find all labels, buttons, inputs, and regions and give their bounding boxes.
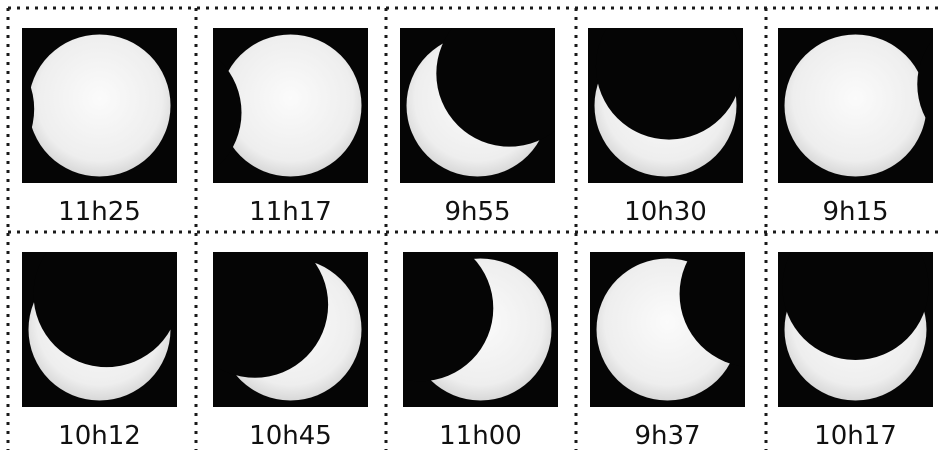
eclipse-photo (588, 28, 743, 183)
time-label: 11h17 (249, 197, 332, 227)
moon (213, 252, 329, 378)
moon (33, 252, 177, 368)
eclipse-photo (778, 28, 933, 183)
moon (213, 54, 242, 171)
time-label: 11h25 (58, 197, 141, 227)
moon (22, 68, 35, 150)
eclipse-photo (778, 252, 933, 407)
moon (436, 28, 555, 147)
time-label: 10h45 (249, 421, 332, 450)
time-label: 9h55 (444, 197, 510, 227)
moon (782, 252, 929, 361)
moon (595, 28, 743, 140)
eclipse-photo (22, 28, 177, 183)
eclipse-photo (213, 28, 368, 183)
grid-lines (6, 6, 943, 450)
moon (917, 38, 933, 130)
time-label: 9h15 (822, 197, 888, 227)
moon (403, 252, 494, 382)
time-label: 10h12 (58, 421, 141, 450)
time-label: 10h17 (814, 421, 897, 450)
time-label: 11h00 (439, 421, 522, 450)
moon (679, 252, 745, 367)
time-label: 9h37 (634, 421, 700, 450)
eclipse-photo (403, 252, 558, 407)
sun (28, 34, 171, 177)
sun (219, 34, 362, 177)
eclipse-photo (22, 252, 177, 407)
eclipse-photo (400, 28, 555, 183)
time-label: 10h30 (624, 197, 707, 227)
eclipse-photo (213, 252, 368, 407)
eclipse-photo (590, 252, 745, 407)
sun (784, 34, 927, 177)
